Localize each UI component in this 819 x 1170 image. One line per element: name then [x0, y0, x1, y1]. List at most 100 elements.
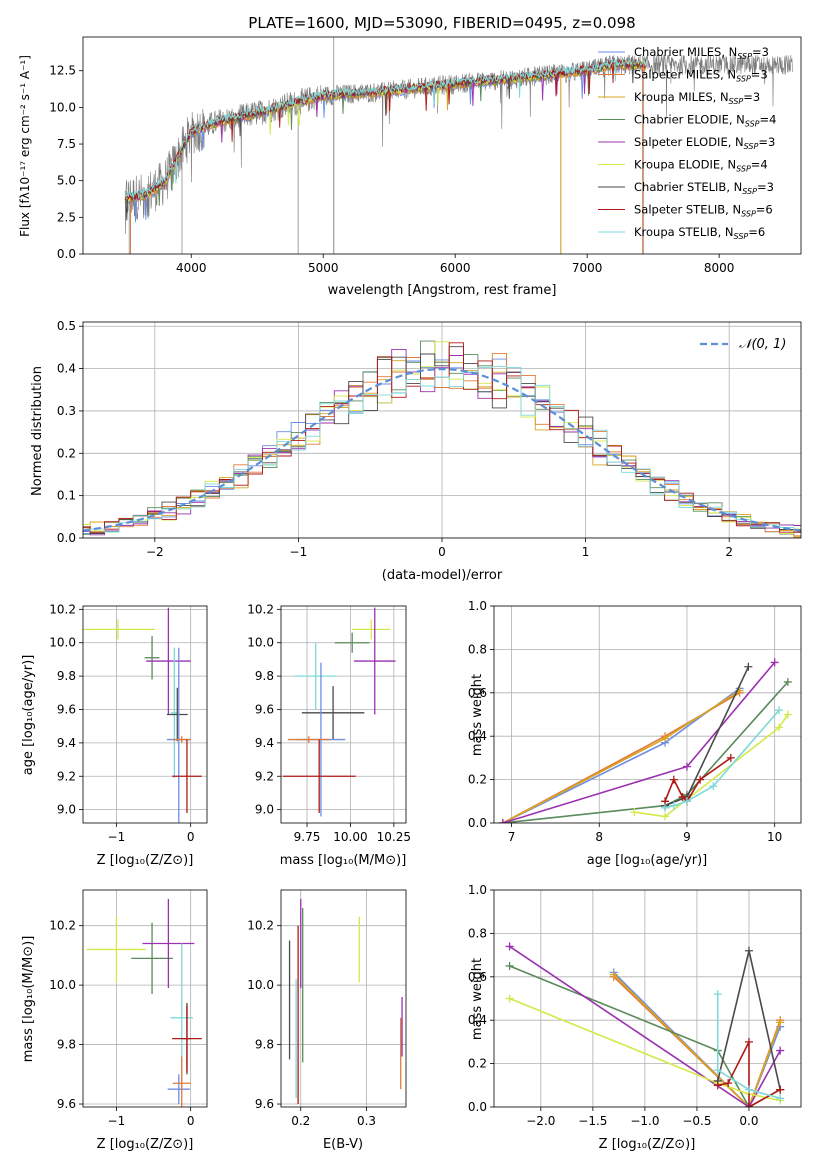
x-tick-label: 10.25	[377, 830, 411, 844]
weight-z-y-label: mass weight	[470, 958, 485, 1040]
x-tick-label: 0	[187, 830, 195, 844]
histogram-y-label: Normed distribution	[30, 366, 45, 496]
mass-weight-line	[634, 714, 789, 818]
x-tick-label: 7	[508, 830, 516, 844]
x-tick-label: −1	[290, 545, 308, 559]
y-tick-label: 0.0	[468, 816, 487, 830]
mass-weight-marker	[661, 812, 670, 821]
spectrum-panel: PLATE=1600, MJD=53090, FIBERID=0495, z=0…	[18, 14, 802, 298]
y-tick-label: 0.4	[468, 1013, 487, 1027]
x-tick-label: −2	[146, 545, 164, 559]
x-tick-label: −1.5	[578, 1114, 607, 1128]
y-tick-label: 9.6	[57, 1097, 76, 1111]
y-tick-label: 9.8	[255, 1038, 274, 1052]
mass-ebv-x-label: E(B-V)	[323, 1137, 363, 1152]
y-tick-label: 0.0	[57, 531, 76, 545]
y-tick-label: 9.8	[57, 1038, 76, 1052]
mass-weight-line	[509, 945, 781, 1107]
mass-z-y-label: mass [log₁₀(M/M⊙)]	[21, 936, 36, 1063]
x-tick-label: 0.0	[739, 1114, 758, 1128]
mass-weight-marker	[775, 723, 784, 732]
mass-weight-marker	[726, 753, 735, 762]
mass-weight-marker	[682, 762, 691, 771]
y-tick-label: 9.6	[57, 702, 76, 716]
x-tick-label: 8	[595, 830, 603, 844]
y-tick-label: 10.0	[49, 978, 76, 992]
mass-weight-marker	[713, 1081, 722, 1090]
mass-weight-marker	[630, 808, 639, 817]
weight-vs-metallicity-panel: Z [log₁₀(Z/Z⊙)] mass weight −2.0 −1.5 −1.0…	[468, 883, 802, 1152]
weight-age-x-label: age [log₁₀(age/yr)]	[587, 853, 708, 868]
plot-area	[124, 37, 794, 254]
y-tick-label: 0.6	[468, 970, 487, 984]
x-tick-label: 6000	[440, 261, 471, 275]
x-tick-label: −1	[108, 1114, 126, 1128]
mass-weight-marker	[696, 775, 705, 784]
mass-weight-marker	[678, 792, 687, 801]
mass-weight-line	[613, 971, 781, 1107]
x-tick-label: 0.2	[291, 1114, 310, 1128]
y-tick-label: 1.0	[468, 883, 487, 897]
residual-histogram-step	[83, 358, 801, 535]
mass-weight-marker	[776, 1018, 785, 1027]
axes-frame	[82, 605, 208, 824]
axes-frame	[82, 889, 208, 1108]
y-tick-label: 0.2	[468, 773, 487, 787]
age-vs-metallicity-panel: Z [log₁₀(Z/Z⊙)] age [log₁₀(age/yr)] −1 0 9…	[21, 602, 208, 868]
mass-weight-marker	[744, 1085, 753, 1094]
mass-weight-marker	[505, 942, 514, 951]
y-tick-label: 10.2	[247, 919, 274, 933]
plot-area	[494, 890, 801, 1107]
histogram-x-label: (data-model)/error	[382, 568, 503, 583]
mass-weight-marker	[661, 734, 670, 743]
mass-weight-line	[509, 997, 781, 1102]
mass-weight-line	[716, 994, 781, 1100]
axes-frame	[82, 36, 802, 255]
x-tick-label: 9.75	[294, 830, 321, 844]
y-tick-label: 12.5	[49, 64, 76, 78]
y-tick-label: 2.5	[57, 210, 76, 224]
y-tick-label: 0.4	[468, 729, 487, 743]
x-tick-label: 8000	[704, 261, 735, 275]
plot-area	[83, 890, 207, 1107]
mass-weight-marker	[709, 782, 718, 791]
spectrum-x-label: wavelength [Angstrom, rest frame]	[328, 283, 557, 298]
x-tick-label: 5000	[308, 261, 339, 275]
y-tick-label: 9.4	[255, 736, 274, 750]
axes-frame	[493, 605, 802, 824]
axes-frame	[82, 321, 802, 539]
y-tick-label: 7.5	[57, 137, 76, 151]
y-tick-label: 10.2	[49, 602, 76, 616]
weight-age-y-label: mass weight	[470, 674, 485, 756]
x-tick-label: −2.0	[526, 1114, 555, 1128]
spectrum-title: PLATE=1600, MJD=53090, FIBERID=0495, z=0…	[248, 14, 635, 32]
mass-weight-marker	[770, 658, 779, 667]
y-tick-label: 0.3	[57, 404, 76, 418]
legend-label: Chabrier MILES, NSSP=3	[634, 45, 769, 61]
legend-label: Chabrier STELIB, NSSP=3	[634, 180, 774, 196]
mass-weight-marker	[505, 994, 514, 1003]
residual-histogram-step	[83, 346, 801, 534]
normal-reference-curve	[83, 367, 801, 532]
x-tick-label: 10.00	[333, 830, 367, 844]
mass-weight-marker	[724, 1079, 733, 1088]
mass-weight-marker	[669, 801, 678, 810]
y-tick-label: 1.0	[468, 599, 487, 613]
x-tick-label: −0.5	[682, 1114, 711, 1128]
x-tick-label: −1	[108, 830, 126, 844]
y-tick-label: 0.2	[468, 1057, 487, 1071]
y-tick-label: 0.0	[468, 1100, 487, 1114]
mass-weight-marker	[682, 797, 691, 806]
mass-weight-marker	[713, 1066, 722, 1075]
y-tick-label: 0.2	[57, 446, 76, 460]
y-tick-label: 9.2	[255, 769, 274, 783]
residual-histogram-step	[83, 348, 801, 536]
mass-weight-marker	[744, 1037, 753, 1046]
mass-weight-marker	[713, 990, 722, 999]
plot-area	[281, 890, 406, 1107]
legend-label: Salpeter MILES, NSSP=3	[634, 68, 768, 84]
y-tick-label: 9.4	[57, 736, 76, 750]
plot-area	[494, 606, 801, 823]
